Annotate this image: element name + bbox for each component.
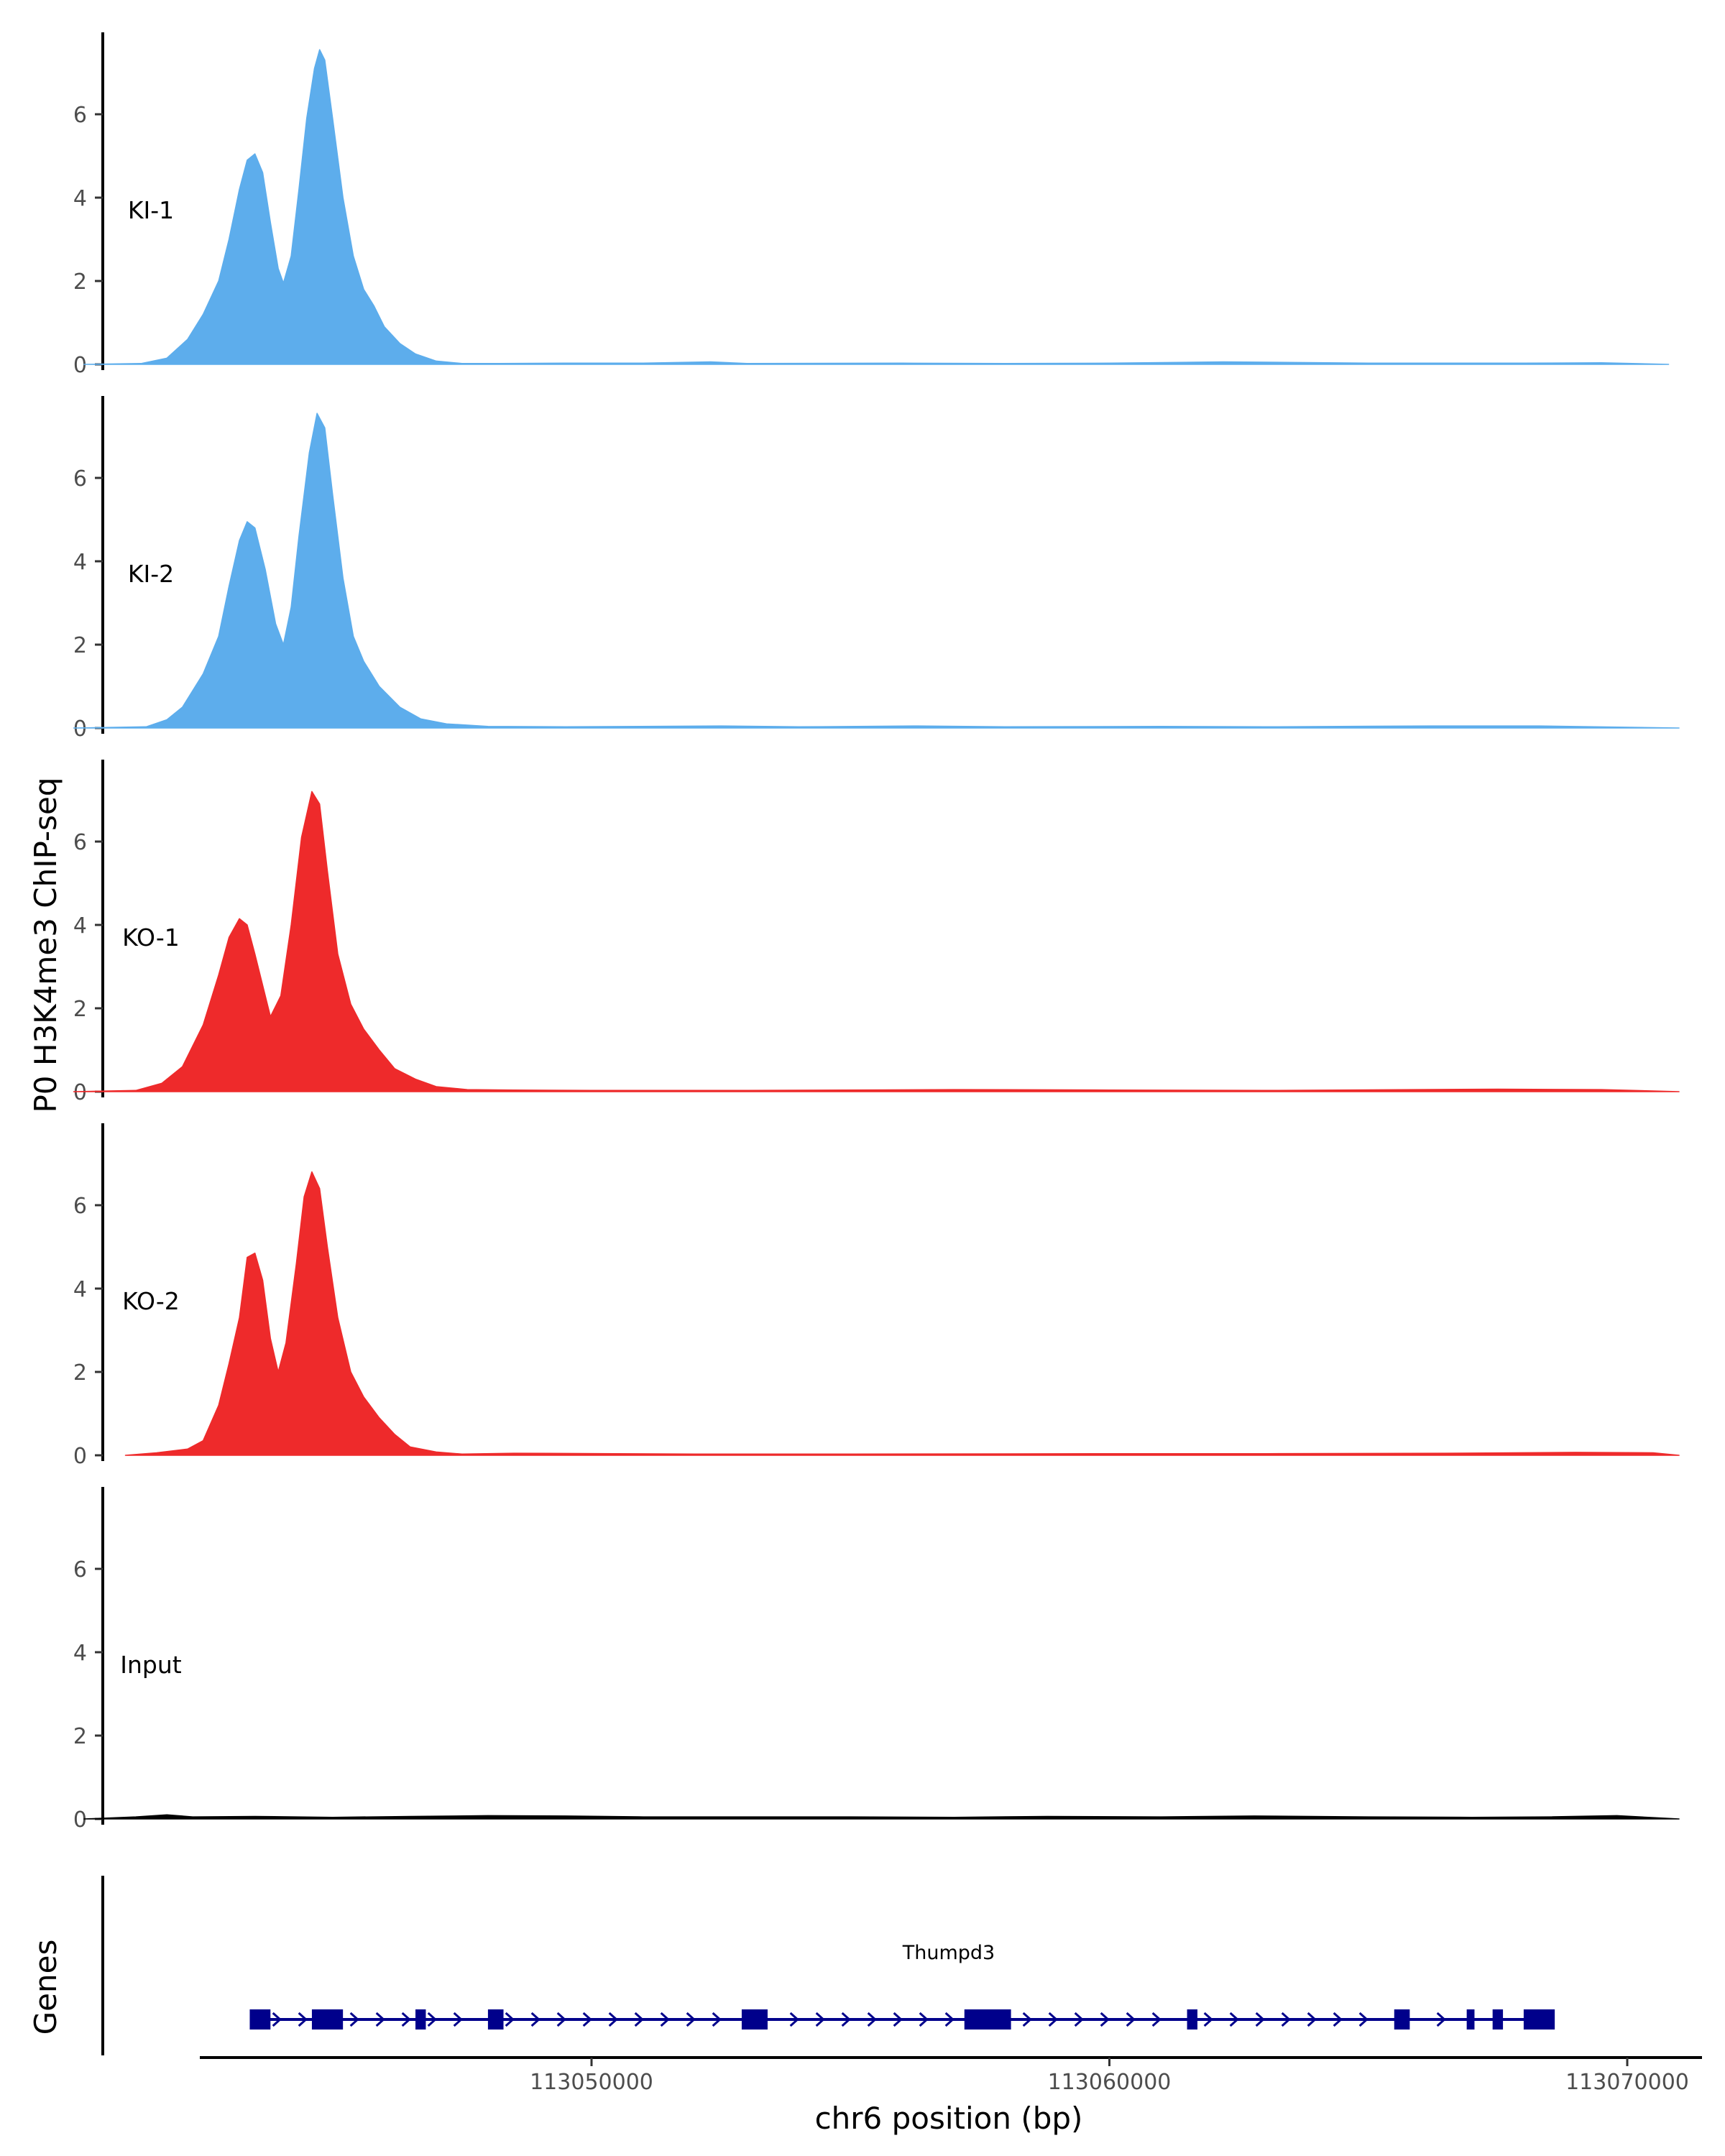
exon-block <box>249 2009 271 2030</box>
x-tick-label: 113050000 <box>530 2070 653 2095</box>
strand-arrow <box>375 2012 385 2027</box>
exon-block <box>311 2009 344 2030</box>
exon-block <box>1466 2009 1475 2030</box>
gene-axis-title: Genes <box>28 1940 63 2035</box>
track-label: Input <box>120 1651 182 1679</box>
coverage-area <box>73 791 1680 1092</box>
strand-arrow <box>608 2012 618 2027</box>
y-tick-label: 0 <box>73 1444 87 1469</box>
exon-block <box>415 2009 426 2030</box>
track-ki-1: 0 2 4 6 KI-1 <box>73 32 1670 378</box>
strand-arrow <box>1358 2012 1368 2027</box>
strand-arrow <box>1229 2012 1239 2027</box>
strand-arrow <box>815 2012 825 2027</box>
strand-arrow <box>712 2012 722 2027</box>
strand-arrow <box>1151 2012 1162 2027</box>
strand-arrow <box>556 2012 566 2027</box>
x-axis-title: chr6 position (bp) <box>815 2101 1083 2136</box>
strand-arrow <box>505 2012 515 2027</box>
x-tick-label: 113070000 <box>1565 2070 1689 2095</box>
y-tick-label: 6 <box>73 1194 87 1219</box>
strand-arrow <box>427 2012 437 2027</box>
strand-arrow <box>401 2012 411 2027</box>
strand-arrow <box>789 2012 799 2027</box>
strand-arrow <box>298 2012 308 2027</box>
exon-block <box>1523 2009 1555 2030</box>
strand-arrow <box>1281 2012 1291 2027</box>
strand-arrow <box>1022 2012 1032 2027</box>
y-tick-label: 2 <box>73 270 87 295</box>
y-tick-label: 6 <box>73 1557 87 1583</box>
strand-arrow <box>1255 2012 1265 2027</box>
coverage-area <box>83 49 1670 365</box>
strand-arrow <box>1203 2012 1213 2027</box>
exon-block <box>487 2009 504 2030</box>
y-tick-label: 6 <box>73 830 87 855</box>
y-tick-label: 4 <box>73 1641 87 1666</box>
y-tick-label: 2 <box>73 997 87 1022</box>
strand-arrow <box>1126 2012 1136 2027</box>
strand-arrow <box>919 2012 929 2027</box>
track-label: KO-2 <box>122 1287 180 1315</box>
strand-arrow <box>1100 2012 1110 2027</box>
gene-track: Genes Thumpd3 <box>28 1876 1555 2055</box>
strand-arrow <box>1048 2012 1058 2027</box>
strand-arrow <box>893 2012 903 2027</box>
strand-arrow <box>867 2012 877 2027</box>
exon-block <box>1492 2009 1504 2030</box>
y-tick-label: 4 <box>73 913 87 939</box>
y-tick-label: 0 <box>73 717 87 742</box>
strand-arrow <box>349 2012 359 2027</box>
y-tick-label: 4 <box>73 186 87 211</box>
y-tick-label: 6 <box>73 466 87 492</box>
exon-block <box>964 2009 1011 2030</box>
track-label: KI-2 <box>128 560 174 588</box>
x-axis: chr6 position (bp) 113050000 113060000 113… <box>200 2056 1702 2136</box>
y-tick-label: 4 <box>73 1277 87 1302</box>
strand-arrow <box>660 2012 670 2027</box>
exon-block <box>1187 2009 1197 2030</box>
strand-arrow <box>1333 2012 1343 2027</box>
coverage-area <box>73 413 1680 729</box>
y-tick-label: 2 <box>73 1360 87 1386</box>
strand-arrow <box>453 2012 463 2027</box>
strand-arrow <box>272 2012 282 2027</box>
y-axis-title: P0 H3K4me3 ChIP-seq <box>28 777 63 1112</box>
track-input: 0 2 4 6 Input <box>73 1487 1680 1833</box>
gene-model <box>249 2009 1555 2030</box>
y-tick-label: 0 <box>73 1807 87 1833</box>
exon-block <box>741 2009 768 2030</box>
y-tick-label: 2 <box>73 1724 87 1749</box>
track-ko-2: 0 2 4 6 KO-2 <box>73 1123 1680 1469</box>
y-tick-label: 6 <box>73 103 87 128</box>
strand-arrow <box>634 2012 644 2027</box>
strand-arrow <box>944 2012 954 2027</box>
track-label: KO-1 <box>122 923 180 952</box>
x-tick-label: 113060000 <box>1048 2070 1172 2095</box>
strand-arrow <box>582 2012 592 2027</box>
y-tick-label: 2 <box>73 633 87 658</box>
y-tick-label: 0 <box>73 353 87 378</box>
exon-block <box>1394 2009 1410 2030</box>
y-tick-label: 0 <box>73 1080 87 1105</box>
gene-name-label: Thumpd3 <box>902 1942 995 1964</box>
strand-arrow <box>530 2012 540 2027</box>
coverage-tracks: 0 2 4 6 KI-1 0 2 4 6 KI-2 0 2 4 6 KO-1 0 2 4 6 KO-2 0 2 4 6 Inpu… <box>73 32 1680 1833</box>
strand-arrow <box>841 2012 851 2027</box>
track-ko-1: 0 2 4 6 KO-1 <box>73 760 1680 1105</box>
track-label: KI-1 <box>128 196 174 224</box>
strand-arrow <box>686 2012 696 2027</box>
track-ki-2: 0 2 4 6 KI-2 <box>73 396 1680 742</box>
strand-arrow <box>1074 2012 1084 2027</box>
coverage-area <box>124 1171 1680 1456</box>
strand-arrow <box>1436 2012 1446 2027</box>
strand-arrow <box>1307 2012 1317 2027</box>
y-tick-label: 4 <box>73 550 87 575</box>
coverage-area <box>83 1814 1680 1820</box>
